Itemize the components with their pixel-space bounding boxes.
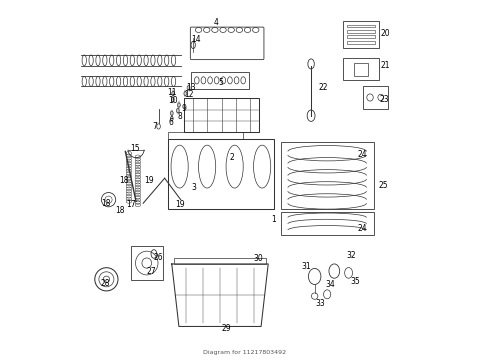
Bar xyxy=(354,63,368,76)
Text: 4: 4 xyxy=(213,18,218,27)
Bar xyxy=(168,139,273,208)
Text: 20: 20 xyxy=(380,29,390,38)
Text: 8: 8 xyxy=(177,112,182,121)
Text: 14: 14 xyxy=(191,36,200,45)
Text: Diagram for 11217803492: Diagram for 11217803492 xyxy=(203,350,287,355)
Text: 31: 31 xyxy=(302,262,311,271)
Text: 18: 18 xyxy=(115,206,125,215)
Bar xyxy=(173,257,267,264)
Bar xyxy=(131,246,163,280)
Text: 6: 6 xyxy=(169,118,174,127)
Text: 24: 24 xyxy=(357,224,367,233)
Bar xyxy=(343,21,379,48)
Text: 2: 2 xyxy=(229,153,234,162)
Text: 13: 13 xyxy=(186,83,196,92)
Bar xyxy=(343,58,379,80)
Text: 28: 28 xyxy=(101,279,110,288)
Text: 35: 35 xyxy=(350,277,360,286)
Bar xyxy=(347,35,375,38)
Bar xyxy=(347,24,375,27)
Text: 18: 18 xyxy=(101,199,110,208)
Text: 18: 18 xyxy=(120,176,129,185)
Text: 26: 26 xyxy=(154,253,163,262)
Bar xyxy=(168,132,243,139)
Bar xyxy=(281,212,373,235)
Text: 9: 9 xyxy=(182,104,187,113)
Bar xyxy=(281,143,373,208)
Text: 22: 22 xyxy=(318,83,328,92)
Text: 29: 29 xyxy=(221,324,231,333)
Text: 19: 19 xyxy=(175,200,185,209)
Text: 32: 32 xyxy=(346,251,356,260)
Text: 10: 10 xyxy=(168,96,178,105)
Text: 27: 27 xyxy=(147,267,156,276)
Text: 3: 3 xyxy=(192,183,196,192)
Text: 5: 5 xyxy=(218,78,223,87)
Text: 19: 19 xyxy=(145,176,154,185)
Bar xyxy=(184,98,259,132)
Text: 1: 1 xyxy=(271,215,276,224)
Text: 25: 25 xyxy=(379,181,389,190)
Bar xyxy=(192,72,248,89)
Text: 23: 23 xyxy=(379,95,389,104)
Bar xyxy=(347,41,375,44)
Text: 33: 33 xyxy=(315,299,325,308)
Text: 11: 11 xyxy=(168,88,177,97)
Text: 24: 24 xyxy=(357,150,367,159)
Text: 12: 12 xyxy=(184,90,194,99)
Text: 21: 21 xyxy=(380,61,390,70)
Text: 30: 30 xyxy=(254,254,264,263)
Bar xyxy=(363,86,388,109)
Text: 17: 17 xyxy=(126,200,136,209)
Bar xyxy=(347,30,375,33)
Text: 7: 7 xyxy=(152,122,157,131)
Text: 34: 34 xyxy=(326,280,336,289)
Text: 15: 15 xyxy=(130,144,140,153)
